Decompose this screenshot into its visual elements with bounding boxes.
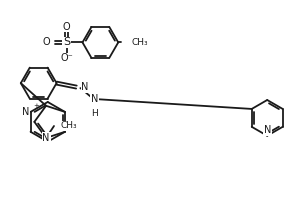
Text: O: O	[42, 37, 50, 47]
Text: CH₃: CH₃	[131, 38, 148, 47]
Text: O⁻: O⁻	[60, 53, 73, 63]
Text: N: N	[263, 125, 271, 135]
Text: H: H	[91, 109, 98, 118]
Text: N: N	[91, 94, 98, 104]
Text: N: N	[81, 82, 89, 92]
Text: N: N	[42, 133, 50, 143]
Text: N: N	[22, 107, 29, 117]
Text: CH₃: CH₃	[61, 121, 78, 130]
Text: S: S	[63, 37, 70, 47]
Text: O: O	[63, 22, 70, 32]
Text: +: +	[33, 103, 39, 109]
